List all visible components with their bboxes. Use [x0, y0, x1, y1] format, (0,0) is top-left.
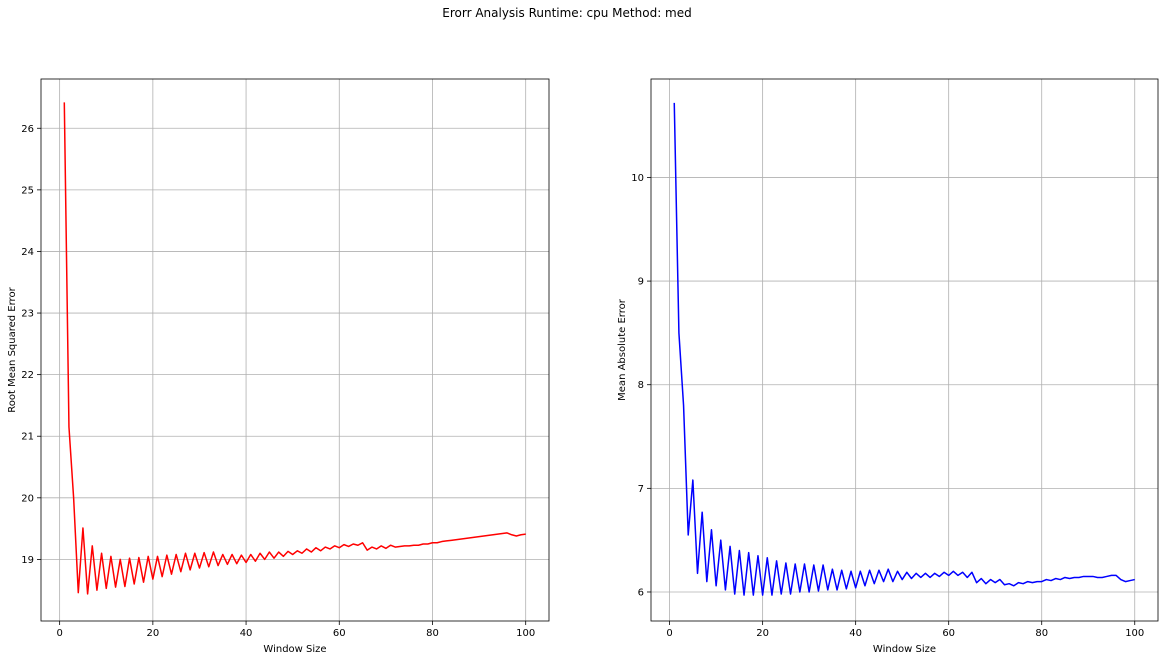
rmse-y-tick-label: 21: [21, 432, 34, 443]
rmse-series-line: [63, 102, 526, 595]
rmse-plot: 0 20 40 60 80 100 19 20 21 22 23 24 25 26 Window Size R…: [7, 78, 550, 655]
rmse-y-tick-label: 26: [21, 124, 34, 135]
mae-x-tick-label: 20: [756, 628, 769, 639]
mae-y-axis-label: Mean Absolute Error: [617, 298, 628, 401]
rmse-x-axis-label: Window Size: [263, 644, 326, 655]
mae-plot: 0 20 40 60 80 100 6 7 8 9 10 Window Size Mean Absolu…: [617, 78, 1159, 655]
rmse-y-tick-label: 20: [21, 493, 34, 504]
mae-x-tick-label: 0: [666, 628, 672, 639]
mae-series-line: [673, 102, 1135, 596]
rmse-axes-frame: [40, 78, 550, 622]
rmse-x-tick-label: 80: [426, 628, 439, 639]
rmse-x-tick-label: 60: [333, 628, 346, 639]
mae-x-tick-label: 100: [1125, 628, 1144, 639]
rmse-x-tick-label: 0: [56, 628, 62, 639]
rmse-y-tick-label: 25: [21, 185, 34, 196]
mae-x-axis-label: Window Size: [873, 644, 936, 655]
rmse-x-tick-label: 40: [240, 628, 253, 639]
rmse-x-tick-label: 20: [146, 628, 159, 639]
mae-x-tick-label: 80: [1035, 628, 1048, 639]
mae-x-tick-label: 40: [849, 628, 862, 639]
mae-y-tick-label: 7: [638, 484, 644, 495]
rmse-y-axis-label: Root Mean Squared Error: [7, 286, 18, 412]
rmse-y-tick-label: 19: [21, 555, 34, 566]
mae-x-tick-label: 60: [942, 628, 955, 639]
figure-title: Erorr Analysis Runtime: cpu Method: med: [442, 6, 692, 20]
rmse-x-tick-label: 100: [516, 628, 535, 639]
mae-axes-frame: [650, 78, 1159, 622]
mae-y-tick-label: 10: [631, 173, 644, 184]
mae-y-tick-label: 9: [638, 277, 644, 288]
mae-y-tick-label: 6: [638, 587, 644, 598]
rmse-y-tick-label: 22: [21, 370, 34, 381]
rmse-y-tick-label: 24: [21, 247, 34, 258]
mae-y-tick-label: 8: [638, 380, 644, 391]
rmse-y-tick-label: 23: [21, 309, 34, 320]
